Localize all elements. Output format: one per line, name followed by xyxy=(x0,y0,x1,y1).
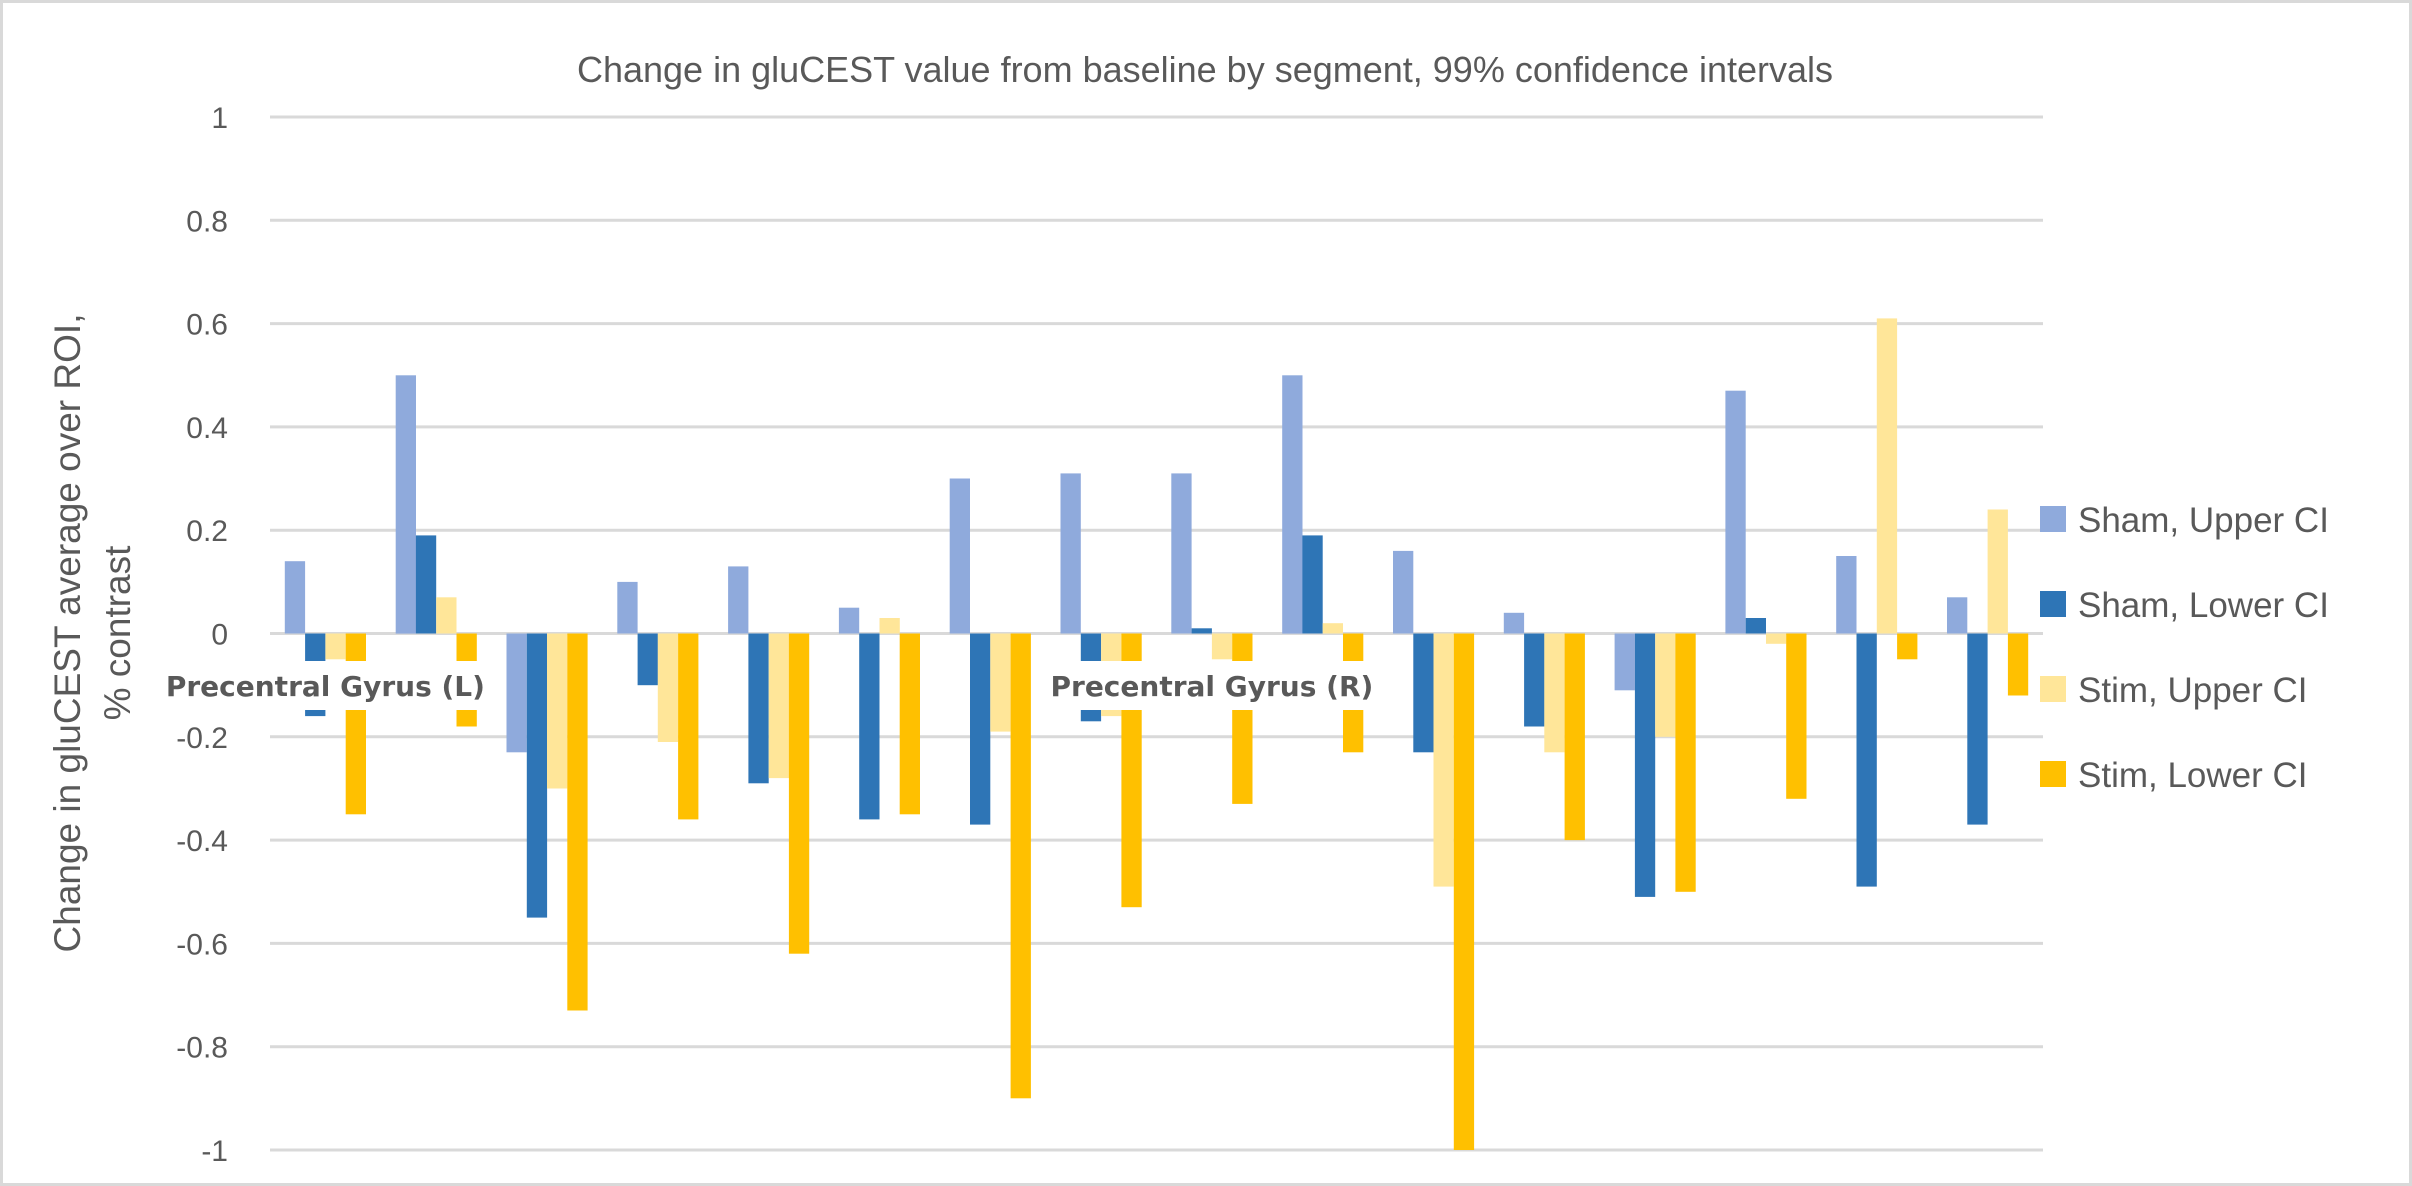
y-axis-title-line-1: Change in gluCEST average over ROI, xyxy=(47,314,88,953)
chart-title: Change in gluCEST value from baseline by… xyxy=(577,49,1833,90)
bar-sham-lower-ci-2 xyxy=(415,535,437,634)
category-label: Precentral Gyrus (L) xyxy=(166,670,485,703)
bar-sham-lower-ci-9 xyxy=(1191,628,1212,634)
bar-sham-upper-ci-3 xyxy=(506,633,527,753)
y-axis-ticks: 1 0.8 0.6 0.4 0.2 0 -0.2 -0.4 -0.6 -0.8 -1 xyxy=(176,102,228,1168)
bar-sham-lower-ci-3 xyxy=(526,633,548,918)
legend-swatch xyxy=(2040,676,2066,702)
bar-sham-upper-ci-1 xyxy=(284,561,306,634)
y-axis-title: Change in gluCEST average over ROI, % co… xyxy=(47,314,138,953)
bar-stim-lower-ci-6 xyxy=(899,633,920,815)
bar-sham-upper-ci-16 xyxy=(1947,597,1968,634)
bar-sham-upper-ci-12 xyxy=(1503,612,1525,634)
y-axis-title-line-2: % contrast xyxy=(97,545,138,721)
bar-sham-lower-ci-15 xyxy=(1856,633,1877,887)
bars xyxy=(284,318,2029,1150)
bar-stim-upper-ci-9 xyxy=(1211,633,1233,660)
legend-label: Sham, Lower CI xyxy=(2078,586,2329,625)
bar-stim-lower-ci-14 xyxy=(1786,633,1807,799)
bar-stim-lower-ci-3 xyxy=(567,633,588,1011)
category-label-group: Precentral Gyrus (L) xyxy=(159,661,491,710)
bar-sham-lower-ci-14 xyxy=(1745,618,1766,634)
bar-sham-upper-ci-14 xyxy=(1725,390,1746,634)
bar-sham-upper-ci-6 xyxy=(838,607,860,634)
legend-label: Stim, Upper CI xyxy=(2078,671,2308,710)
category-label-background xyxy=(1044,661,1380,710)
bar-stim-upper-ci-11 xyxy=(1433,633,1454,887)
bar-stim-lower-ci-12 xyxy=(1564,633,1585,841)
bar-sham-lower-ci-5 xyxy=(748,633,769,784)
category-labels: Precentral Gyrus (L) Precentral Gyrus (R) xyxy=(159,661,1380,710)
legend-swatch xyxy=(2040,591,2066,617)
bar-sham-upper-ci-9 xyxy=(1171,473,1192,634)
bar-sham-upper-ci-13 xyxy=(1614,633,1635,691)
y-tick-label: -1 xyxy=(201,1135,228,1168)
bar-stim-lower-ci-11 xyxy=(1453,633,1475,1150)
bar-sham-lower-ci-12 xyxy=(1524,633,1545,727)
bar-stim-lower-ci-9 xyxy=(1232,633,1253,804)
y-tick-label: -0.4 xyxy=(176,825,228,858)
bar-sham-lower-ci-10 xyxy=(1302,535,1323,634)
bar-stim-lower-ci-13 xyxy=(1675,633,1696,892)
bar-stim-upper-ci-4 xyxy=(657,633,679,742)
bar-sham-upper-ci-11 xyxy=(1393,550,1414,634)
legend-swatch xyxy=(2040,506,2066,532)
bar-stim-lower-ci-4 xyxy=(678,633,699,820)
bar-sham-lower-ci-11 xyxy=(1413,633,1434,753)
bar-stim-lower-ci-1 xyxy=(345,633,366,815)
category-label: Precentral Gyrus (R) xyxy=(1050,670,1373,703)
bar-sham-upper-ci-10 xyxy=(1282,375,1303,634)
y-tick-label: 0.4 xyxy=(186,412,228,445)
y-tick-label: 0.6 xyxy=(186,309,228,342)
bar-stim-upper-ci-3 xyxy=(547,633,568,789)
legend-label: Sham, Upper CI xyxy=(2078,501,2329,540)
y-tick-label: -0.2 xyxy=(176,722,228,755)
bar-sham-lower-ci-4 xyxy=(637,633,658,686)
bar-stim-lower-ci-5 xyxy=(788,633,810,954)
bar-stim-upper-ci-13 xyxy=(1655,633,1676,737)
bar-stim-upper-ci-12 xyxy=(1544,633,1565,753)
y-tick-label: -0.8 xyxy=(176,1032,228,1065)
bar-sham-upper-ci-15 xyxy=(1836,556,1857,634)
y-tick-label: 0.2 xyxy=(186,515,228,548)
bar-stim-upper-ci-1 xyxy=(325,633,346,660)
bar-sham-lower-ci-7 xyxy=(970,633,991,825)
bar-sham-upper-ci-7 xyxy=(949,478,970,634)
category-label-group: Precentral Gyrus (R) xyxy=(1044,661,1380,710)
y-tick-label: 0 xyxy=(211,619,228,652)
bar-stim-upper-ci-7 xyxy=(990,633,1011,732)
bar-stim-lower-ci-16 xyxy=(2007,633,2029,696)
y-tick-label: -0.6 xyxy=(176,928,228,961)
bar-stim-upper-ci-15 xyxy=(1876,318,1898,634)
bar-sham-lower-ci-6 xyxy=(859,633,880,820)
bar-sham-lower-ci-13 xyxy=(1634,633,1656,897)
y-tick-label: 0.8 xyxy=(186,205,228,238)
bar-stim-lower-ci-15 xyxy=(1897,633,1918,660)
bar-sham-upper-ci-8 xyxy=(1060,473,1081,634)
bar-stim-upper-ci-10 xyxy=(1322,623,1343,634)
y-tick-label: 1 xyxy=(211,102,228,135)
legend-swatch xyxy=(2040,761,2066,787)
bar-stim-upper-ci-16 xyxy=(1987,509,2008,634)
bar-stim-lower-ci-7 xyxy=(1010,633,1031,1099)
legend-label: Stim, Lower CI xyxy=(2078,756,2308,795)
bar-sham-lower-ci-16 xyxy=(1967,633,1988,825)
bar-stim-upper-ci-2 xyxy=(436,597,457,634)
bar-sham-upper-ci-5 xyxy=(728,566,749,634)
bar-sham-upper-ci-2 xyxy=(395,375,416,634)
category-label-background xyxy=(159,661,491,710)
bar-stim-upper-ci-14 xyxy=(1766,633,1787,644)
legend: Sham, Upper CI Sham, Lower CI Stim, Upper … xyxy=(2040,501,2329,795)
bar-stim-upper-ci-6 xyxy=(879,618,900,634)
bar-sham-upper-ci-4 xyxy=(617,581,638,634)
bar-stim-upper-ci-5 xyxy=(768,633,789,779)
